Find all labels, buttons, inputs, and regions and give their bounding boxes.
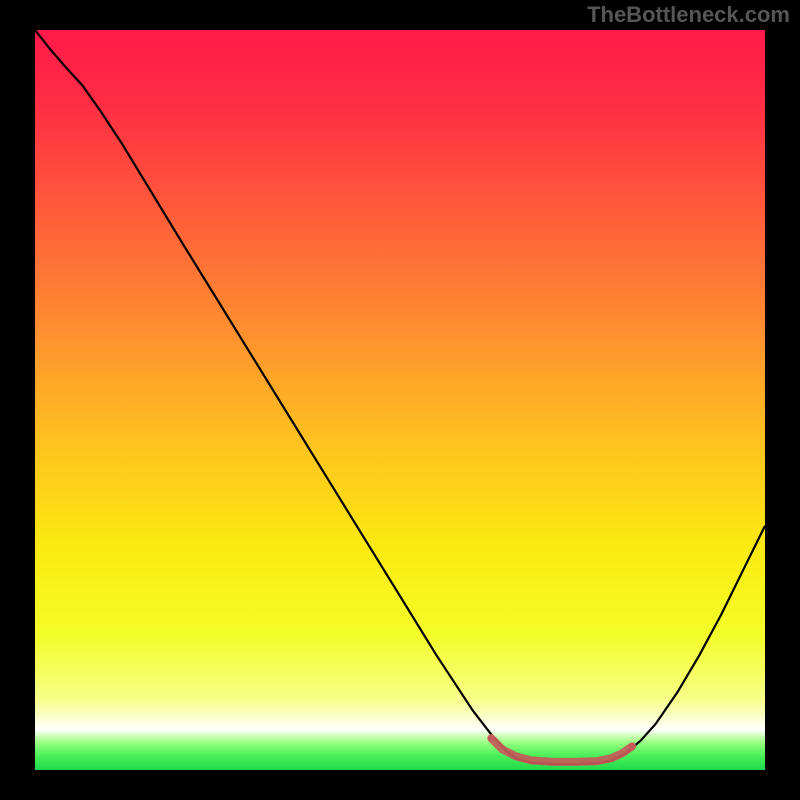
watermark-text: TheBottleneck.com [587,2,790,28]
endpoint-dot [488,735,495,742]
gradient-rect [35,30,765,770]
endpoint-dot [629,743,636,750]
plot-svg [35,30,765,770]
plot-area [35,30,765,770]
chart-frame: TheBottleneck.com [0,0,800,800]
